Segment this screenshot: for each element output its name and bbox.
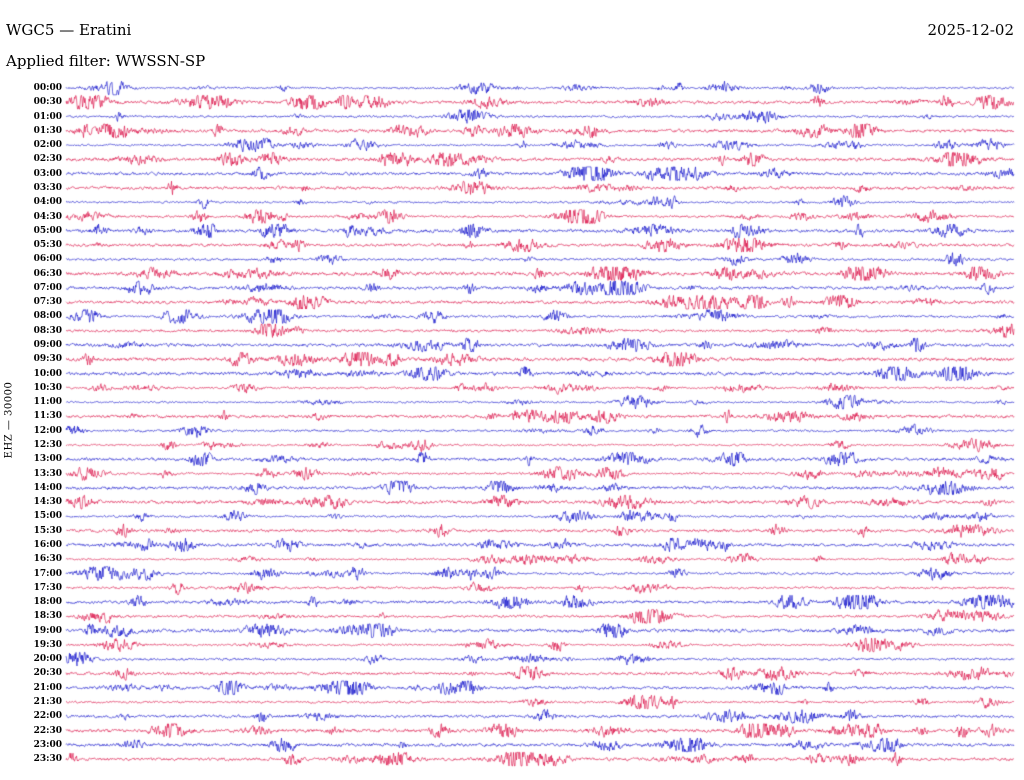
row-time-label: 04:00	[33, 197, 62, 208]
row-time-label: 18:00	[33, 597, 62, 608]
row-time-label: 18:30	[33, 611, 62, 622]
row-time-label: 15:00	[33, 511, 62, 522]
row-time-label: 10:30	[33, 382, 62, 393]
row-time-label: 20:00	[33, 654, 62, 665]
row-time-label: 08:00	[33, 311, 62, 322]
row-time-label: 19:30	[33, 639, 62, 650]
row-time-label: 14:00	[33, 482, 62, 493]
row-time-label: 00:00	[33, 83, 62, 93]
row-time-label: 23:30	[33, 754, 62, 765]
row-time-label: 04:30	[33, 211, 62, 222]
row-time-label: 20:30	[33, 668, 62, 679]
row-time-label: 10:00	[33, 368, 62, 379]
row-time-label: 21:00	[33, 682, 62, 693]
row-time-label: 06:30	[33, 268, 62, 279]
row-time-label: 13:00	[33, 454, 62, 465]
row-time-label: 00:30	[33, 97, 62, 108]
row-time-label: 03:30	[33, 182, 62, 193]
row-time-label: 02:00	[33, 140, 62, 151]
row-time-label: 01:00	[33, 111, 62, 122]
row-time-label: 05:30	[33, 240, 62, 251]
row-time-label: 12:00	[33, 425, 62, 436]
row-time-label: 16:00	[33, 539, 62, 550]
row-time-label: 16:30	[33, 554, 62, 565]
filter-label: Applied filter: WWSSN-SP	[6, 52, 206, 70]
row-time-label: 21:30	[33, 697, 62, 708]
row-time-label: 07:00	[33, 282, 62, 293]
row-time-label: 22:00	[33, 711, 62, 722]
row-time-label: 07:30	[33, 297, 62, 308]
row-time-label: 14:30	[33, 497, 62, 508]
row-time-label: 11:30	[33, 411, 62, 422]
row-time-label: 13:30	[33, 468, 62, 479]
row-time-label: 17:30	[33, 582, 62, 593]
row-time-label: 06:00	[33, 254, 62, 265]
row-time-label: 08:30	[33, 325, 62, 336]
row-time-label: 23:00	[33, 739, 62, 750]
row-time-label: 12:30	[33, 440, 62, 450]
station-title: WGC5 — Eratini	[6, 21, 132, 39]
row-time-label: 09:00	[33, 340, 62, 351]
date-label: 2025-12-02	[927, 21, 1014, 39]
row-time-label: 09:30	[33, 354, 62, 365]
row-time-label: 11:00	[33, 397, 62, 408]
row-time-label: 01:30	[33, 125, 62, 136]
row-time-label: 05:00	[33, 225, 62, 236]
row-time-label: 19:00	[33, 625, 62, 636]
row-time-label: 03:00	[33, 168, 62, 179]
row-time-label: 22:30	[33, 725, 62, 736]
row-time-label: 02:30	[33, 154, 62, 165]
row-time-label: 15:30	[33, 525, 62, 536]
row-time-label: 17:00	[33, 568, 62, 579]
